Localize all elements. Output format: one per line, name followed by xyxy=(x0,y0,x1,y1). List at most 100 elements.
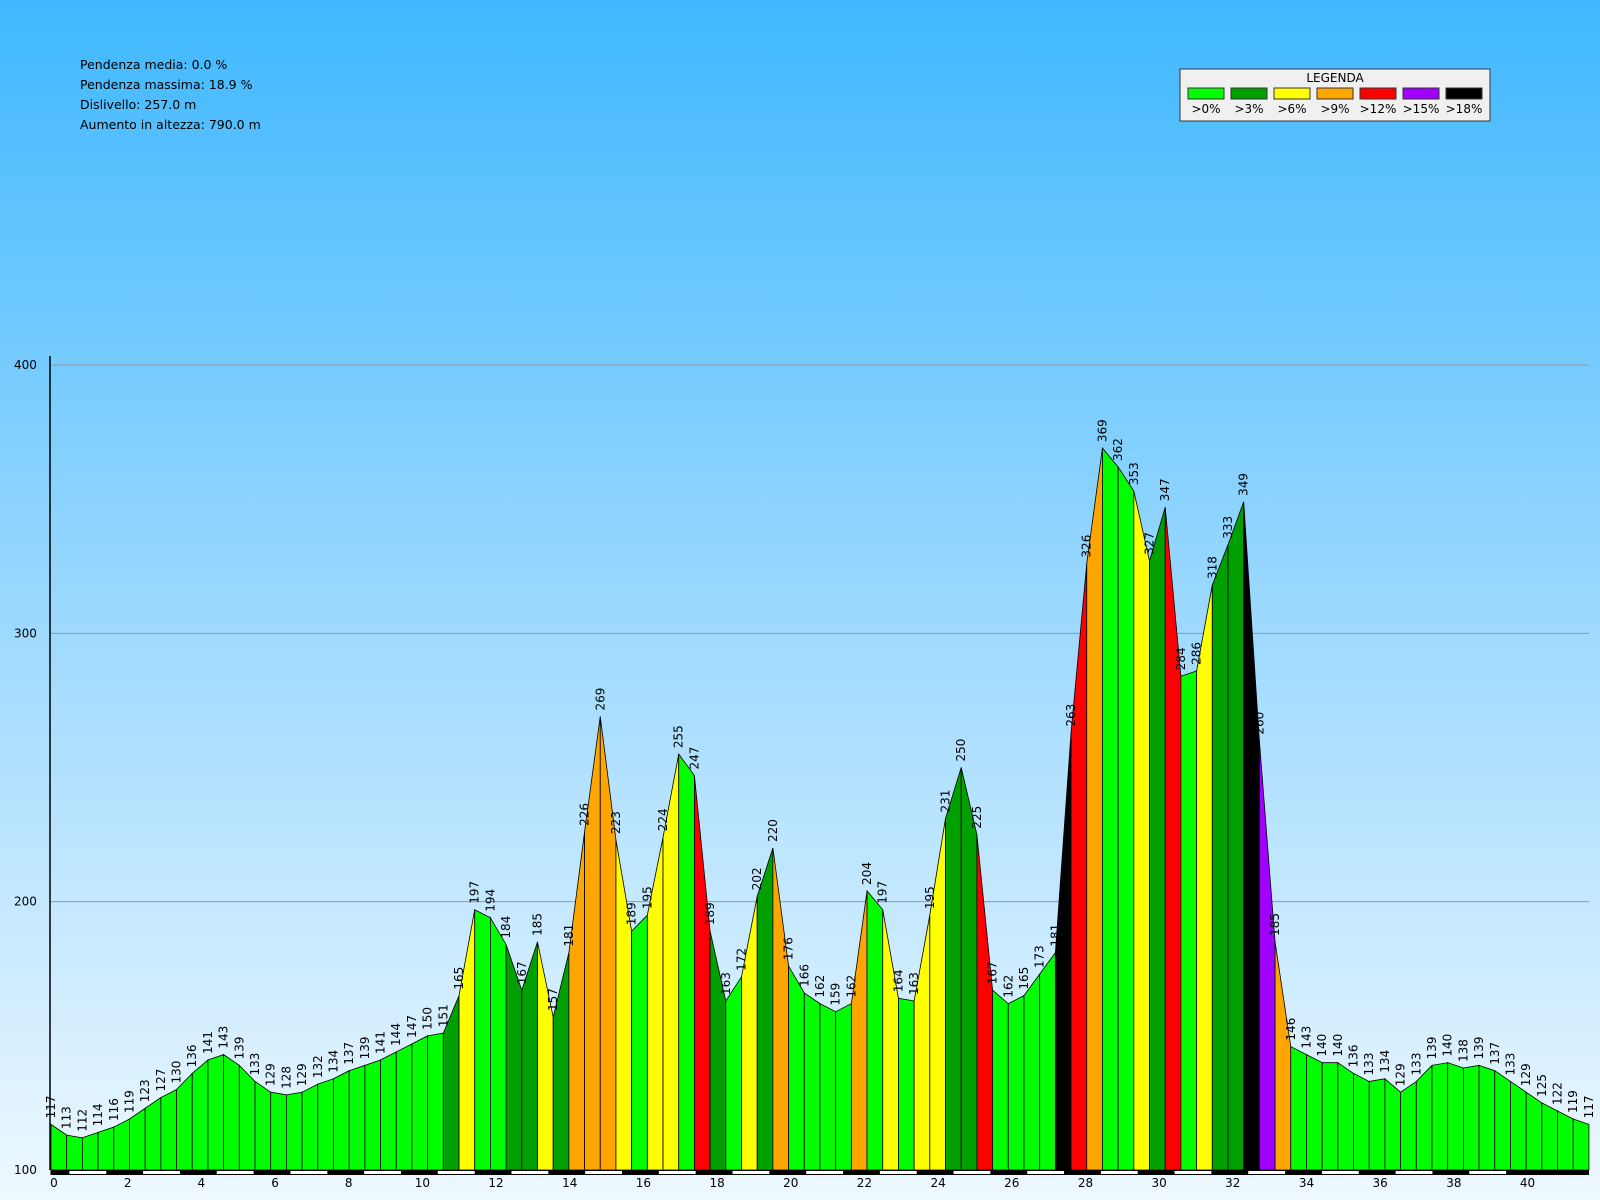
legend-label: >18% xyxy=(1446,102,1483,116)
value-label: 140 xyxy=(1441,1034,1455,1057)
legend-title: LEGENDA xyxy=(1306,71,1364,85)
slope-segment xyxy=(992,989,1009,1171)
slope-segment xyxy=(788,964,805,1171)
value-label: 133 xyxy=(1409,1053,1423,1076)
value-label: 166 xyxy=(797,964,811,987)
x-axis-segment xyxy=(511,1171,549,1174)
value-label: 123 xyxy=(138,1079,152,1102)
x-tick-label: 38 xyxy=(1446,1176,1461,1190)
value-label: 129 xyxy=(264,1063,278,1086)
x-axis-segment xyxy=(364,1171,401,1174)
value-label: 134 xyxy=(326,1050,340,1073)
value-label: 128 xyxy=(279,1066,293,1089)
legend-swatch xyxy=(1316,87,1354,100)
value-label: 129 xyxy=(1394,1063,1408,1086)
slope-segment xyxy=(756,847,774,1171)
x-tick-label: 18 xyxy=(709,1176,724,1190)
slope-segment xyxy=(223,1053,240,1171)
value-label: 117 xyxy=(1582,1095,1596,1118)
value-label: 147 xyxy=(405,1015,419,1038)
value-label: 119 xyxy=(122,1090,136,1113)
slope-segment xyxy=(1211,544,1229,1171)
x-tick-label: 2 xyxy=(124,1176,132,1190)
slope-segment xyxy=(1180,670,1197,1171)
y-tick-label: 400 xyxy=(14,358,37,372)
value-label: 353 xyxy=(1127,462,1141,485)
value-label: 172 xyxy=(734,948,748,971)
slope-segment xyxy=(1023,972,1041,1171)
value-label: 162 xyxy=(813,975,827,998)
value-label: 157 xyxy=(546,988,560,1011)
slope-segment xyxy=(380,1051,397,1171)
value-label: 220 xyxy=(766,819,780,842)
value-label: 269 xyxy=(593,688,607,711)
info-line: Pendenza massima: 18.9 % xyxy=(80,77,253,92)
slope-segment xyxy=(725,975,742,1171)
legend-label: >3% xyxy=(1234,102,1263,116)
value-label: 139 xyxy=(1425,1036,1439,1059)
x-tick-label: 10 xyxy=(415,1176,430,1190)
x-tick-label: 6 xyxy=(271,1176,279,1190)
slope-segment xyxy=(1557,1110,1574,1171)
value-label: 139 xyxy=(232,1036,246,1059)
slope-segment xyxy=(1196,584,1213,1171)
legend-label: >15% xyxy=(1403,102,1440,116)
x-tick-label: 0 xyxy=(50,1176,58,1190)
value-label: 165 xyxy=(452,967,466,990)
value-label: 133 xyxy=(1362,1053,1376,1076)
value-label: 347 xyxy=(1158,478,1172,501)
x-tick-label: 12 xyxy=(488,1176,503,1190)
value-label: 143 xyxy=(217,1026,231,1049)
value-label: 127 xyxy=(154,1069,168,1092)
value-label: 163 xyxy=(907,972,921,995)
slope-segment xyxy=(1447,1062,1464,1171)
x-axis-segment xyxy=(1248,1171,1286,1174)
info-block: Pendenza media: 0.0 % Pendenza massima: … xyxy=(80,57,261,132)
value-label: 176 xyxy=(782,937,796,960)
slope-segment xyxy=(301,1083,319,1171)
slope-segment xyxy=(191,1059,209,1171)
slope-segment xyxy=(1400,1080,1417,1171)
x-axis-segment xyxy=(290,1171,328,1174)
legend-label: >6% xyxy=(1277,102,1306,116)
value-label: 140 xyxy=(1331,1034,1345,1057)
value-label: 231 xyxy=(939,790,953,813)
slope-segment xyxy=(1541,1102,1558,1171)
x-axis-segment xyxy=(658,1171,696,1174)
legend-swatch xyxy=(1445,87,1483,100)
value-label: 150 xyxy=(421,1007,435,1030)
x-axis-segment xyxy=(437,1171,475,1174)
value-label: 136 xyxy=(185,1044,199,1067)
slope-segment xyxy=(474,909,491,1171)
value-label: 133 xyxy=(1503,1053,1517,1076)
value-label: 204 xyxy=(860,862,874,885)
slope-segment xyxy=(113,1118,130,1171)
value-label: 138 xyxy=(1456,1039,1470,1062)
x-tick-label: 16 xyxy=(636,1176,651,1190)
value-label: 349 xyxy=(1237,473,1251,496)
slope-segment xyxy=(631,914,648,1171)
value-label: 260 xyxy=(1252,712,1266,735)
slope-segment xyxy=(1007,994,1025,1171)
slope-segment xyxy=(819,1002,837,1171)
value-label: 247 xyxy=(687,747,701,770)
value-label: 143 xyxy=(1299,1026,1313,1049)
x-axis-segment xyxy=(879,1171,917,1174)
slope-segment xyxy=(97,1126,115,1171)
value-label: 114 xyxy=(91,1104,105,1127)
x-axis-segment xyxy=(585,1171,622,1174)
x-axis-segment xyxy=(732,1171,770,1174)
x-axis-segment xyxy=(1321,1171,1359,1174)
slope-segment xyxy=(129,1107,146,1171)
value-label: 125 xyxy=(1535,1074,1549,1097)
x-tick-label: 22 xyxy=(857,1176,872,1190)
legend-label: >12% xyxy=(1360,102,1397,116)
x-tick-label: 32 xyxy=(1225,1176,1240,1190)
x-axis-segment xyxy=(1395,1171,1433,1174)
value-label: 164 xyxy=(891,969,905,992)
value-label: 185 xyxy=(1268,913,1282,936)
x-axis-segment xyxy=(69,1171,107,1174)
value-label: 162 xyxy=(1001,975,1015,998)
legend-swatch xyxy=(1402,87,1440,100)
